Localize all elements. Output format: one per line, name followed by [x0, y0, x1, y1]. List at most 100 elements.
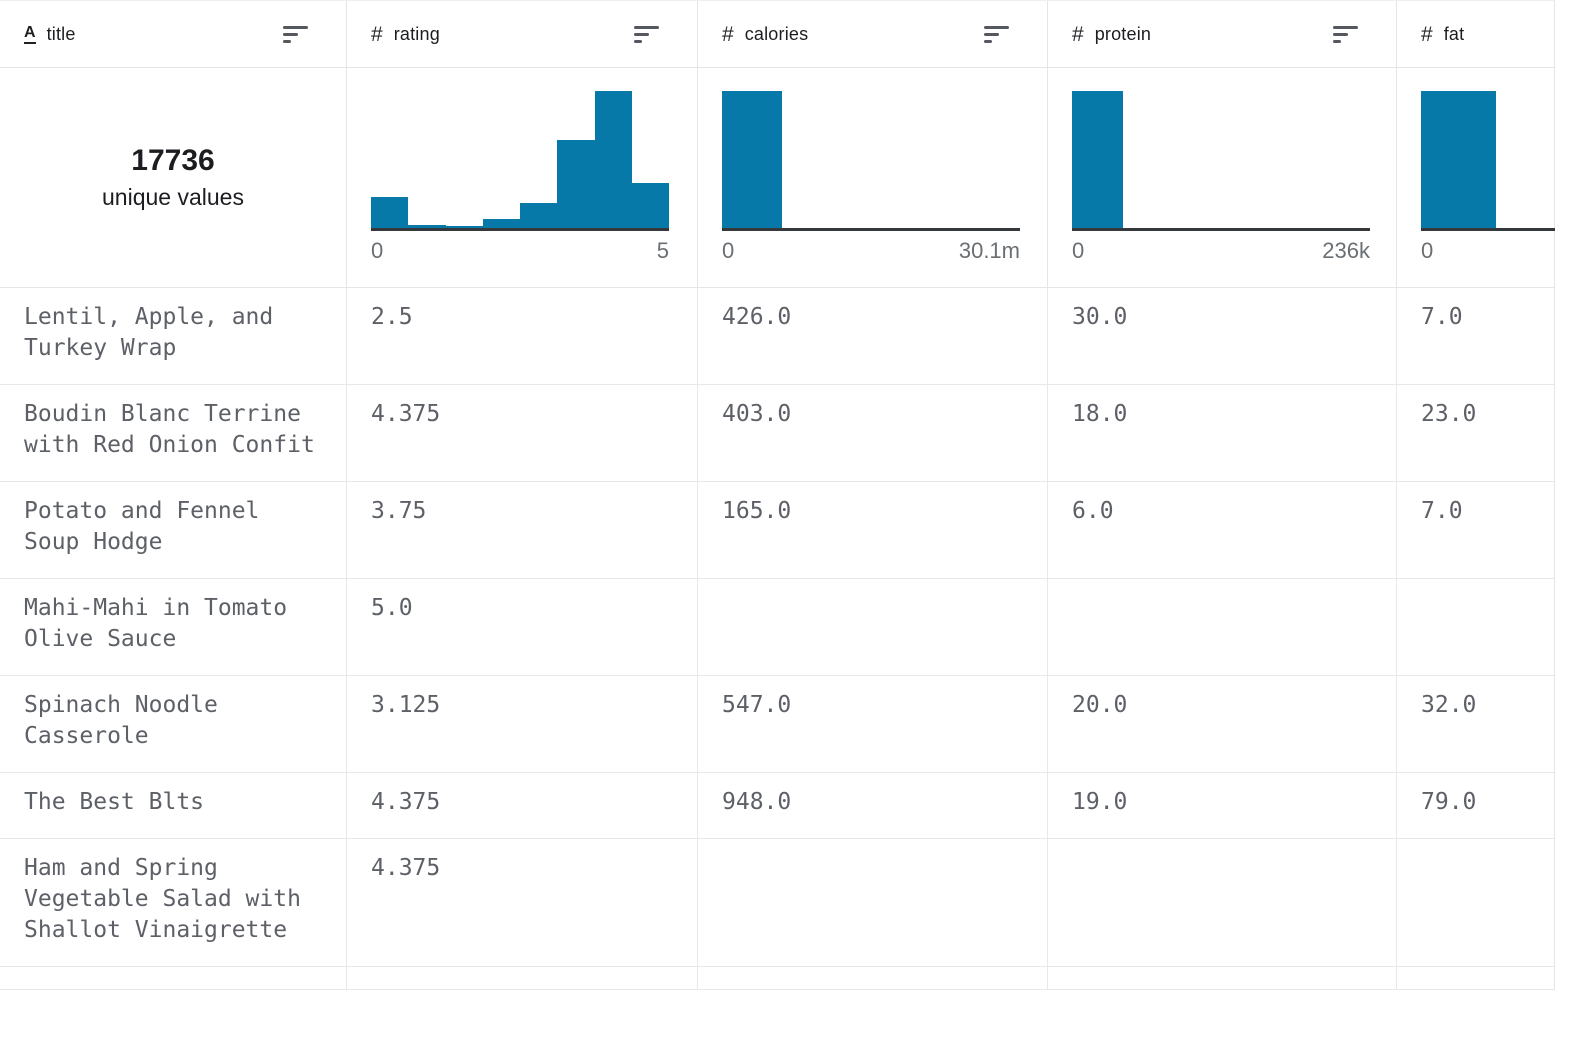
column-header-fat: # fat	[1396, 1, 1555, 67]
summary-calories-histogram: 0 30.1m	[697, 68, 1047, 287]
table-row: Lentil, Apple, and Turkey Wrap 2.5 426.0 30…	[0, 288, 1554, 385]
number-type-icon: #	[1072, 22, 1084, 46]
sort-icon[interactable]	[984, 25, 1009, 43]
table-cell: 7.0	[1396, 482, 1555, 578]
table-cell: The Best Blts	[24, 789, 205, 815]
table-cell: 547.0	[697, 676, 1047, 772]
histogram[interactable]: 0 236k	[1072, 91, 1370, 264]
table-row: Mahi-Mahi in Tomato Olive Sauce 5.0	[0, 579, 1554, 676]
sort-icon[interactable]	[1333, 25, 1358, 43]
histogram[interactable]: 0	[1421, 91, 1555, 264]
table-cell: 19.0	[1047, 773, 1396, 838]
table-cell	[1047, 579, 1396, 675]
table-cell: Spinach Noodle Casserole	[24, 692, 232, 749]
table-row: The Best Blts 4.375 948.0 19.0 79.0	[0, 773, 1554, 839]
table-cell: 5.0	[346, 579, 697, 675]
histogram-bar[interactable]	[408, 225, 446, 228]
number-type-icon: #	[371, 22, 383, 46]
summary-rating-histogram: 0 5	[346, 68, 697, 287]
table-cell: 4.375	[346, 839, 697, 966]
table-cell	[1396, 579, 1555, 675]
table-row: Boudin Blanc Terrine with Red Onion Conf…	[0, 385, 1554, 482]
table-cell	[1047, 967, 1396, 989]
column-header-row: A title # rating # calories # protein # …	[0, 1, 1554, 68]
column-label: title	[46, 23, 76, 44]
column-header-protein: # protein	[1047, 1, 1396, 67]
histogram-axis	[722, 228, 1020, 231]
table-cell: 948.0	[697, 773, 1047, 838]
table-body: Lentil, Apple, and Turkey Wrap 2.5 426.0 30…	[0, 288, 1554, 967]
table-cell	[697, 839, 1047, 966]
table-cell	[346, 967, 697, 989]
summary-fat-histogram: 0	[1396, 68, 1555, 287]
table-cell: 20.0	[1047, 676, 1396, 772]
table-cell: 403.0	[697, 385, 1047, 481]
table-cell	[1396, 967, 1555, 989]
histogram-bar[interactable]	[594, 91, 632, 228]
table-cell	[1396, 839, 1555, 966]
table-cell	[0, 967, 346, 989]
table-cell: 32.0	[1396, 676, 1555, 772]
sort-icon[interactable]	[283, 25, 308, 43]
table-cell: Potato and Fennel Soup Hodge	[24, 498, 274, 555]
column-summary-row: 17736 unique values 0 5 0 30.1m	[0, 68, 1555, 288]
table-cell	[697, 967, 1047, 989]
table-row: Ham and Spring Vegetable Salad with Shal…	[0, 839, 1554, 967]
table-cell: 3.125	[346, 676, 697, 772]
table-cell: 4.375	[346, 773, 697, 838]
histogram-bar[interactable]	[1421, 91, 1496, 228]
axis-min-label: 0	[722, 238, 735, 263]
table-cell: Mahi-Mahi in Tomato Olive Sauce	[24, 595, 301, 652]
table-cell: 18.0	[1047, 385, 1396, 481]
table-cell: 2.5	[346, 288, 697, 384]
axis-min-label: 0	[371, 238, 384, 263]
summary-title-unique-values: 17736 unique values	[0, 68, 346, 287]
histogram-bar[interactable]	[445, 225, 483, 228]
column-label: calories	[744, 23, 809, 44]
histogram-bar[interactable]	[1072, 91, 1123, 228]
table-row: Spinach Noodle Casserole 3.125 547.0 20.0 32…	[0, 676, 1554, 773]
number-type-icon: #	[1421, 22, 1433, 46]
axis-max-label: 5	[656, 238, 669, 263]
histogram-bar[interactable]	[482, 219, 520, 228]
table-cell: 7.0	[1396, 288, 1555, 384]
column-label: protein	[1094, 23, 1152, 44]
table-cell: 426.0	[697, 288, 1047, 384]
histogram-bar[interactable]	[557, 140, 595, 228]
table-cell: 30.0	[1047, 288, 1396, 384]
summary-protein-histogram: 0 236k	[1047, 68, 1396, 287]
table-cell: 6.0	[1047, 482, 1396, 578]
histogram-bar[interactable]	[722, 91, 782, 228]
sort-icon[interactable]	[634, 25, 659, 43]
table-cell	[697, 579, 1047, 675]
histogram-axis	[371, 228, 669, 231]
table-cell: Lentil, Apple, and Turkey Wrap	[24, 304, 288, 361]
histogram-bar[interactable]	[371, 196, 409, 228]
histogram-bar[interactable]	[520, 203, 558, 228]
table-row-partial	[0, 967, 1554, 990]
histogram[interactable]: 0 5	[371, 91, 669, 264]
table-cell: 23.0	[1396, 385, 1555, 481]
table-cell: 4.375	[346, 385, 697, 481]
unique-values-count: 17736	[131, 144, 215, 177]
axis-max-label: 236k	[1322, 238, 1370, 263]
column-label: fat	[1443, 23, 1465, 44]
table-cell: 3.75	[346, 482, 697, 578]
histogram[interactable]: 0 30.1m	[722, 91, 1020, 264]
histogram-axis	[1072, 228, 1370, 231]
text-type-icon: A	[24, 24, 36, 44]
table-cell: 79.0	[1396, 773, 1555, 838]
histogram-axis	[1421, 228, 1555, 231]
table-cell: 165.0	[697, 482, 1047, 578]
table-row: Potato and Fennel Soup Hodge 3.75 165.0 6.0…	[0, 482, 1554, 579]
histogram-bar[interactable]	[631, 182, 669, 228]
column-header-title: A title	[0, 1, 346, 67]
column-header-rating: # rating	[346, 1, 697, 67]
dataset-table-card: A title # rating # calories # protein # …	[0, 0, 1555, 990]
axis-min-label: 0	[1421, 238, 1434, 263]
unique-values-label: unique values	[102, 184, 244, 210]
column-header-calories: # calories	[697, 1, 1047, 67]
table-cell: Boudin Blanc Terrine with Red Onion Conf…	[24, 401, 315, 458]
number-type-icon: #	[722, 22, 734, 46]
axis-max-label: 30.1m	[958, 238, 1020, 263]
